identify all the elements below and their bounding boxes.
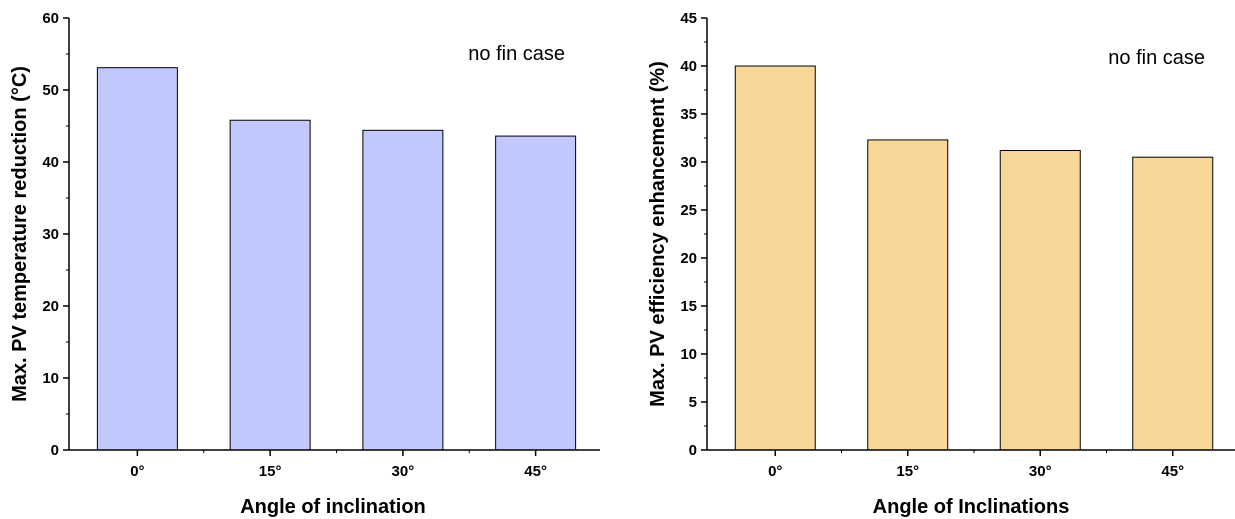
x-axis-label: Angle of inclination bbox=[240, 496, 426, 518]
x-tick-label: 15° bbox=[259, 463, 282, 480]
x-axis-ticks: 0° 15° 30° 45° bbox=[130, 450, 547, 480]
y-tick-label: 60 bbox=[42, 10, 59, 27]
y-tick-label: 50 bbox=[42, 82, 59, 99]
y-tick-label: 25 bbox=[680, 202, 697, 219]
y-tick-label: 10 bbox=[680, 346, 697, 363]
y-tick-label: 15 bbox=[680, 298, 697, 315]
y-tick-label: 10 bbox=[42, 370, 59, 387]
y-axis-ticks: 0 5 10 15 20 25 30 35 40 45 bbox=[680, 10, 707, 459]
chart-temperature-reduction: 0 10 20 30 40 50 60 0° 15° 30° 45° no fin case An… bbox=[9, 10, 600, 518]
bar-1 bbox=[867, 139, 949, 451]
x-axis-ticks: 0° 15° 30° 45° bbox=[768, 450, 1184, 480]
x-tick-label: 30° bbox=[392, 463, 415, 480]
y-tick-label: 0 bbox=[51, 442, 59, 459]
y-tick-label: 0 bbox=[689, 442, 697, 459]
y-tick-label: 30 bbox=[680, 154, 697, 171]
y-axis-label: Max. PV efficiency enhancement (%) bbox=[647, 61, 669, 407]
y-axis-ticks: 0 10 20 30 40 50 60 bbox=[42, 10, 69, 459]
y-tick-label: 45 bbox=[680, 10, 697, 27]
y-tick-label: 35 bbox=[680, 106, 697, 123]
chart-annotation: no fin case bbox=[468, 43, 565, 65]
y-tick-label: 40 bbox=[680, 58, 697, 75]
x-tick-label: 15° bbox=[896, 463, 919, 480]
bar-3 bbox=[495, 135, 577, 451]
bars-group bbox=[734, 65, 1214, 451]
bar-3 bbox=[1132, 156, 1214, 451]
y-tick-label: 5 bbox=[689, 394, 697, 411]
x-tick-label: 0° bbox=[768, 463, 782, 480]
y-tick-label: 20 bbox=[680, 250, 697, 267]
y-axis-label: Max. PV temperature reduction (°C) bbox=[9, 66, 31, 402]
y-tick-label: 30 bbox=[42, 226, 59, 243]
bar-2 bbox=[999, 149, 1081, 451]
x-axis-label: Angle of Inclinations bbox=[873, 496, 1070, 518]
bar-2 bbox=[362, 129, 444, 451]
y-tick-label: 40 bbox=[42, 154, 59, 171]
bars-group bbox=[96, 67, 577, 451]
x-tick-label: 0° bbox=[130, 463, 144, 480]
x-tick-label: 45° bbox=[524, 463, 547, 480]
bar-0 bbox=[734, 65, 816, 451]
x-tick-label: 30° bbox=[1029, 463, 1052, 480]
y-tick-label: 20 bbox=[42, 298, 59, 315]
bar-1 bbox=[229, 119, 311, 451]
chart-efficiency-enhancement: 0 5 10 15 20 25 30 35 40 45 0° 15° 30° 45° no fin ca… bbox=[647, 10, 1235, 518]
chart-annotation: no fin case bbox=[1108, 47, 1205, 69]
bar-0 bbox=[96, 67, 178, 451]
x-tick-label: 45° bbox=[1161, 463, 1184, 480]
